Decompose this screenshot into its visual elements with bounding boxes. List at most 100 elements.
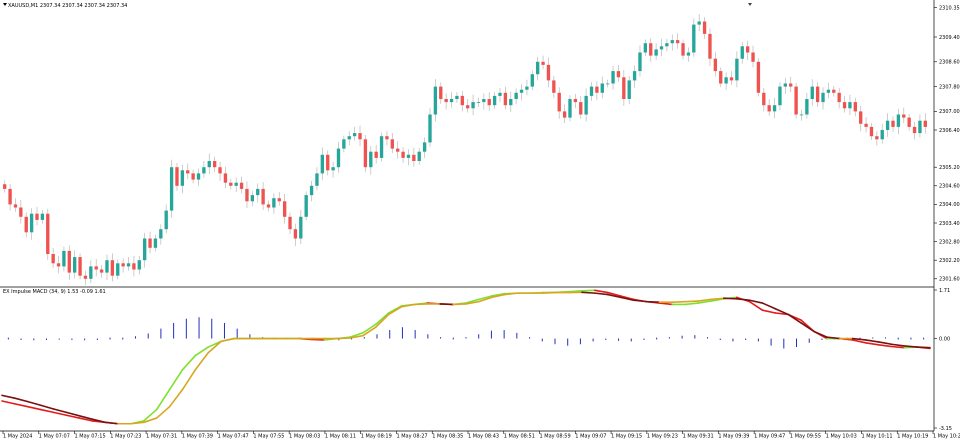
slow-line-segment (104, 421, 119, 425)
slow-line-segment (478, 296, 493, 303)
time-tick-label: 1 May 09:07 (575, 434, 606, 439)
scroll-marker-icon[interactable] (748, 3, 752, 6)
time-tick-label: 1 May 08:35 (432, 434, 463, 439)
time-tick-label: 1 May 08:51 (504, 434, 535, 439)
price-tick-label: 2306.40 (939, 128, 960, 134)
slow-line-segment (14, 397, 29, 403)
candle-body (363, 139, 368, 168)
candle-body (568, 99, 572, 118)
candle-body (692, 24, 696, 53)
candle-body (142, 238, 147, 261)
candle-body (853, 102, 857, 112)
candle-body (794, 86, 798, 115)
candle-body (207, 161, 211, 168)
candle-body (864, 123, 868, 127)
candle-body (880, 130, 884, 140)
slow-line-segment (503, 292, 519, 296)
macd-tick-label: -3.15 (939, 426, 952, 432)
candle-body (406, 154, 411, 158)
candle-body (476, 102, 481, 103)
slow-line-segment (168, 388, 184, 408)
candle-body (309, 185, 314, 196)
candle-body (261, 188, 265, 205)
candle-body (94, 266, 98, 270)
time-tick-label: 1 May 08:03 (289, 434, 320, 439)
slow-line-segment (735, 298, 751, 302)
candle-body (708, 33, 712, 59)
time-tick-label: 1 May 07:07 (39, 434, 70, 439)
candle-body (46, 213, 50, 254)
slow-line-segment (645, 300, 661, 304)
candle-body (342, 139, 346, 149)
fast-line-segment (65, 414, 81, 419)
candle-body (562, 111, 567, 118)
fast-line-segment (194, 346, 210, 357)
candle-body (767, 105, 771, 112)
candle-body (180, 170, 185, 186)
candle-body (740, 46, 744, 59)
candle-body (56, 263, 61, 267)
candle-body (444, 99, 448, 103)
slow-line-segment (877, 341, 893, 346)
candle-body (487, 99, 491, 106)
candle-body (466, 105, 470, 109)
slow-line-segment (52, 408, 68, 414)
candle-body (239, 182, 244, 189)
candle-body (132, 263, 136, 270)
slow-line-segment (439, 303, 454, 306)
candle-body (632, 71, 637, 81)
candle-body (336, 148, 341, 168)
candle-body (681, 43, 685, 56)
candle-body (552, 80, 556, 93)
time-tick-label: 1 May 07:31 (146, 434, 177, 439)
fast-line-segment (142, 408, 158, 422)
slow-line-segment (65, 411, 81, 417)
candle-body (3, 184, 7, 189)
slow-line-segment (465, 300, 480, 305)
candle-body (530, 74, 534, 87)
candle-body (859, 111, 863, 124)
candle-body (896, 114, 901, 127)
collapse-arrow-icon[interactable] (3, 3, 7, 6)
candle-body (525, 86, 529, 90)
fast-line-segment (619, 295, 635, 301)
candle-body (783, 83, 788, 87)
slow-line-segment (581, 291, 596, 294)
candle-body (541, 61, 545, 65)
candle-body (756, 61, 761, 93)
candle-body (762, 92, 766, 106)
candle-body (622, 77, 626, 99)
time-tick-label: 1 May 10:03 (826, 434, 857, 439)
candle-body (148, 238, 152, 248)
price-pane[interactable] (3, 14, 927, 285)
candle-body (385, 136, 389, 140)
candle-body (869, 126, 874, 137)
candle-body (503, 92, 508, 106)
time-tick-label: 1 May 10:27 (933, 434, 960, 439)
candle-body (611, 71, 615, 84)
candle-body (826, 89, 831, 93)
candle-body (40, 213, 45, 220)
slow-line-segment (142, 417, 158, 424)
candle-body (428, 114, 432, 143)
slow-line-segment (336, 337, 351, 340)
candle-body (799, 114, 804, 116)
macd-pane[interactable] (1, 289, 931, 425)
slow-line-segment (155, 405, 171, 419)
slow-line-segment (787, 313, 802, 324)
slow-line-segment (748, 299, 764, 304)
candle-body (105, 260, 109, 273)
time-tick-label: 1 May 10:19 (897, 434, 928, 439)
slow-line-segment (374, 313, 390, 328)
slow-line-segment (761, 302, 777, 310)
candle-body (417, 151, 421, 161)
candle-body (589, 86, 594, 96)
fast-line-segment (890, 345, 906, 349)
candle-body (320, 154, 325, 174)
main-header-label: XAUUSD,M1 2307.34 2307.34 2307.34 2307.3… (8, 3, 127, 9)
candle-body (396, 148, 400, 152)
candle-body (110, 260, 115, 276)
fast-line-segment (39, 408, 55, 414)
